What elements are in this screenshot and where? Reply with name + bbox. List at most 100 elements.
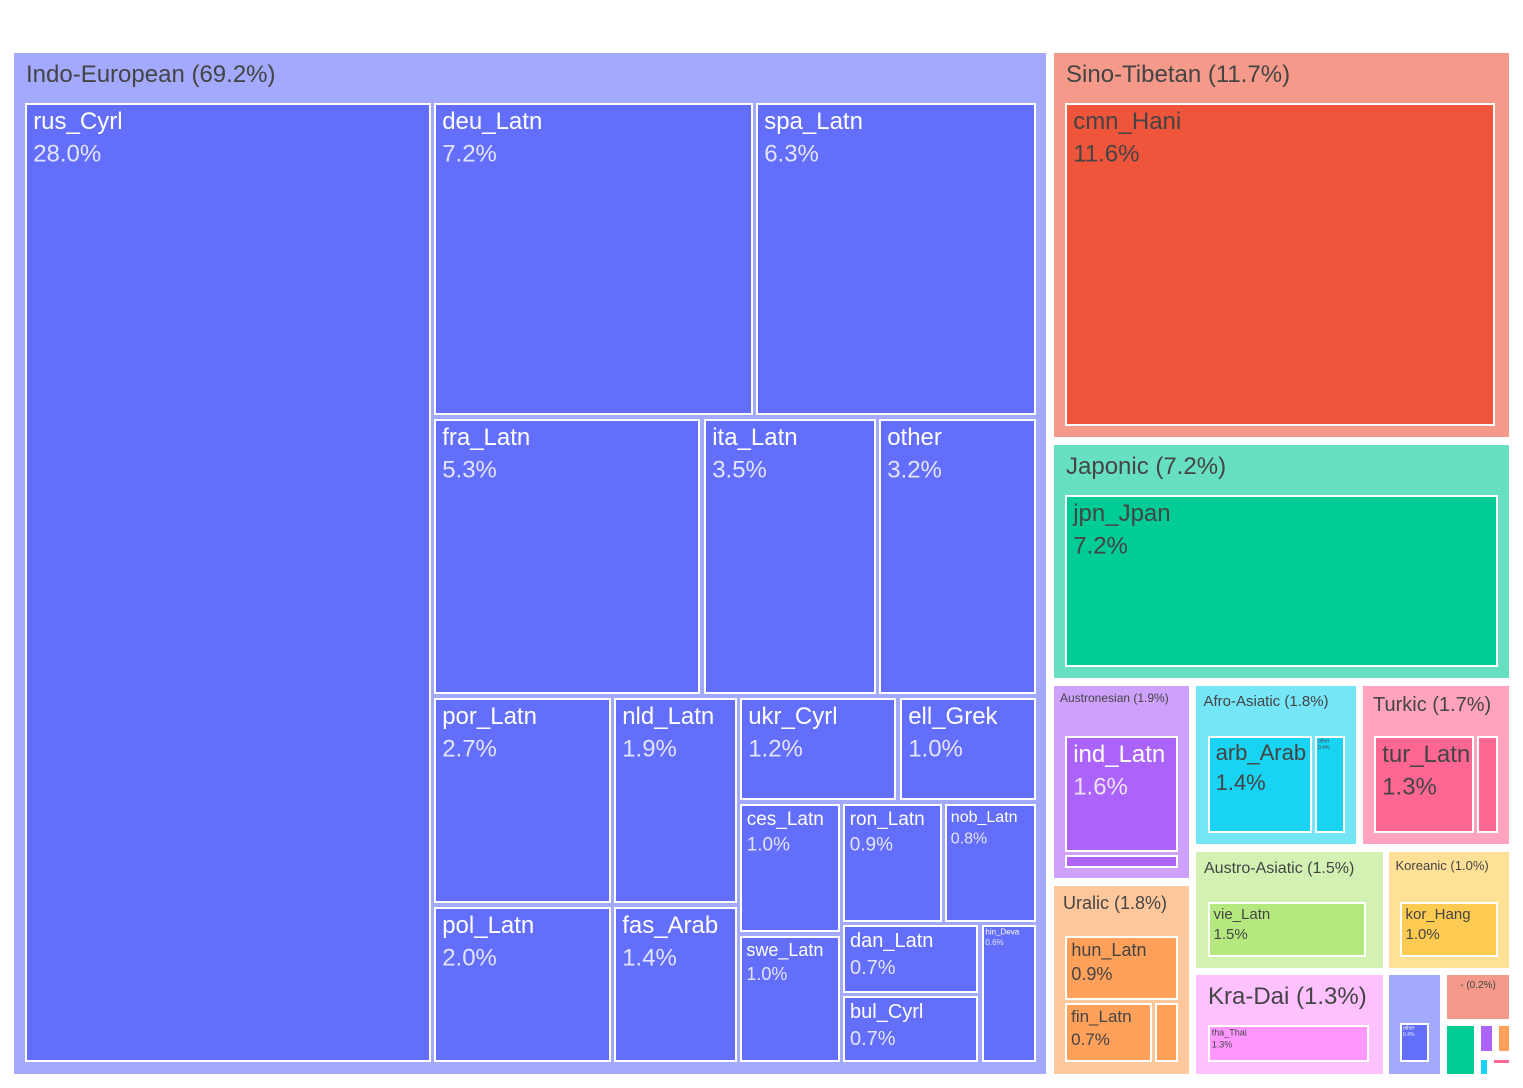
leaf-box[interactable]: [1374, 736, 1474, 833]
leaf-ita-latn[interactable]: ita_Latn 3.5%: [704, 419, 876, 694]
tail-tile-0[interactable]: [1447, 1026, 1474, 1074]
leaf-kor-hang[interactable]: kor_Hang 1.0%: [1400, 902, 1498, 957]
leaf-ron-latn[interactable]: ron_Latn 0.9%: [843, 804, 942, 922]
leaf-deu-latn[interactable]: deu_Latn 7.2%: [434, 103, 753, 415]
family-koreanic[interactable]: Koreanic (1.0%) kor_Hang 1.0%: [1389, 852, 1509, 968]
family-austro-asiatic[interactable]: Austro-Asiatic (1.5%) vie_Latn 1.5%: [1196, 852, 1383, 968]
leaf-name: tur_Latn: [1382, 741, 1470, 768]
leaf-box[interactable]: [434, 907, 611, 1062]
leaf-tile-1[interactable]: [1065, 855, 1178, 868]
leaf-name: other: [1403, 1025, 1415, 1031]
leaf-pct: 0.9%: [850, 835, 893, 856]
leaf-rus-cyrl[interactable]: rus_Cyrl 28.0%: [25, 103, 431, 1062]
family-japonic[interactable]: Japonic (7.2%) jpn_Jpan 7.2%: [1054, 445, 1509, 678]
leaf-name: vie_Latn: [1214, 906, 1271, 923]
leaf-box[interactable]: [25, 103, 431, 1062]
family-austronesian[interactable]: Austronesian (1.9%) ind_Latn 1.6%: [1054, 686, 1189, 878]
tail-tile-2[interactable]: [1499, 1026, 1509, 1051]
leaf-tur-latn[interactable]: tur_Latn 1.3%: [1374, 736, 1474, 833]
leaf-name: hun_Latn: [1071, 940, 1146, 961]
leaf-box[interactable]: [1400, 902, 1498, 957]
leaf-other[interactable]: other 3.2%: [879, 419, 1036, 694]
leaf-box[interactable]: [843, 804, 942, 922]
tail-tile-3[interactable]: [1481, 1060, 1487, 1074]
leaf-box[interactable]: [1208, 902, 1366, 957]
leaf-box[interactable]: [1065, 936, 1178, 1000]
family-box[interactable]: [1447, 975, 1509, 1019]
leaf-box[interactable]: [1400, 1023, 1429, 1062]
tail-tile-1[interactable]: [1481, 1026, 1492, 1051]
leaf-box[interactable]: [1065, 495, 1498, 667]
leaf-cmn-hani[interactable]: cmn_Hani 11.6%: [1065, 103, 1495, 426]
leaf-box[interactable]: [900, 698, 1036, 800]
leaf-tile-1[interactable]: [1477, 736, 1498, 833]
leaf-box[interactable]: [1477, 736, 1498, 833]
family-label: Japonic (7.2%): [1066, 453, 1226, 480]
leaf-fas-arab[interactable]: fas_Arab 1.4%: [614, 907, 737, 1062]
leaf-name: arb_Arab: [1216, 740, 1307, 765]
leaf-name: ron_Latn: [850, 809, 925, 830]
leaf-box[interactable]: [1208, 736, 1312, 833]
leaf-box[interactable]: [756, 103, 1036, 415]
leaf-box[interactable]: [1315, 736, 1345, 833]
leaf-box[interactable]: [614, 907, 737, 1062]
leaf-box[interactable]: [1065, 736, 1178, 852]
leaf-tha-thai[interactable]: tha_Thai 1.3%: [1208, 1025, 1369, 1062]
family-indo-european[interactable]: Indo-European (69.2%) rus_Cyrl 28.0% deu_La…: [14, 53, 1046, 1074]
tail-tile-4[interactable]: [1494, 1060, 1509, 1063]
leaf-box[interactable]: [1208, 1025, 1369, 1062]
leaf-box[interactable]: [843, 925, 978, 993]
leaf-bul-cyrl[interactable]: bul_Cyrl 0.7%: [843, 996, 978, 1062]
leaf-arb-arab[interactable]: arb_Arab 1.4%: [1208, 736, 1312, 833]
leaf-pct: 1.2%: [748, 736, 803, 763]
leaf-fra-latn[interactable]: fra_Latn 5.3%: [434, 419, 700, 694]
leaf-box[interactable]: [1065, 855, 1178, 868]
leaf-nob-latn[interactable]: nob_Latn 0.8%: [945, 804, 1036, 922]
leaf-box[interactable]: [740, 936, 840, 1062]
leaf-name: ces_Latn: [747, 809, 824, 830]
leaf-dan-latn[interactable]: dan_Latn 0.7%: [843, 925, 978, 993]
leaf-box[interactable]: [434, 698, 611, 903]
family-sino-tibetan[interactable]: Sino-Tibetan (11.7%) cmn_Hani 11.6%: [1054, 53, 1509, 437]
leaf-name: jpn_Jpan: [1072, 500, 1170, 527]
leaf-name: fas_Arab: [622, 912, 718, 939]
leaf-box[interactable]: [740, 804, 840, 932]
leaf-box[interactable]: [1065, 103, 1495, 426]
leaf-ukr-cyrl[interactable]: ukr_Cyrl 1.2%: [740, 698, 896, 800]
leaf-box[interactable]: [434, 103, 753, 415]
leaf-swe-latn[interactable]: swe_Latn 1.0%: [740, 936, 840, 1062]
leaf-jpn-jpan[interactable]: jpn_Jpan 7.2%: [1065, 495, 1498, 667]
leaf-box[interactable]: [879, 419, 1036, 694]
leaf-hun-latn[interactable]: hun_Latn 0.9%: [1065, 936, 1178, 1000]
leaf-ell-grek[interactable]: ell_Grek 1.0%: [900, 698, 1036, 800]
leaf-spa-latn[interactable]: spa_Latn 6.3%: [756, 103, 1036, 415]
leaf-tile-2[interactable]: [1155, 1003, 1178, 1062]
leaf-hin-deva[interactable]: hin_Deva 0.6%: [982, 925, 1036, 1062]
leaf-box[interactable]: [614, 698, 737, 903]
family-kra-dai[interactable]: Kra-Dai (1.3%) tha_Thai 1.3%: [1196, 975, 1383, 1074]
leaf-pol-latn[interactable]: pol_Latn 2.0%: [434, 907, 611, 1062]
leaf-vie-latn[interactable]: vie_Latn 1.5%: [1208, 902, 1366, 957]
leaf-box[interactable]: [982, 925, 1036, 1062]
leaf-name: bul_Cyrl: [850, 1001, 923, 1023]
family-turkic[interactable]: Turkic (1.7%) tur_Latn 1.3%: [1363, 686, 1509, 844]
leaf-ces-latn[interactable]: ces_Latn 1.0%: [740, 804, 840, 932]
leaf-box[interactable]: [945, 804, 1036, 922]
leaf-box[interactable]: [843, 996, 978, 1062]
leaf-por-latn[interactable]: por_Latn 2.7%: [434, 698, 611, 903]
leaf-box[interactable]: [1155, 1003, 1178, 1062]
leaf-box[interactable]: [704, 419, 876, 694]
leaf-box[interactable]: [740, 698, 896, 800]
leaf-fin-latn[interactable]: fin_Latn 0.7%: [1065, 1003, 1152, 1062]
leaf-ind-latn[interactable]: ind_Latn 1.6%: [1065, 736, 1178, 852]
leaf-box[interactable]: [1065, 1003, 1152, 1062]
family-label: Koreanic (1.0%): [1396, 858, 1489, 873]
family-unnamed[interactable]: - (0.2%): [1447, 975, 1509, 1019]
leaf-box[interactable]: [434, 419, 700, 694]
leaf-nld-latn[interactable]: nld_Latn 1.9%: [614, 698, 737, 903]
family-uralic[interactable]: Uralic (1.8%) hun_Latn 0.9% fin_Latn 0.7%: [1054, 886, 1189, 1074]
